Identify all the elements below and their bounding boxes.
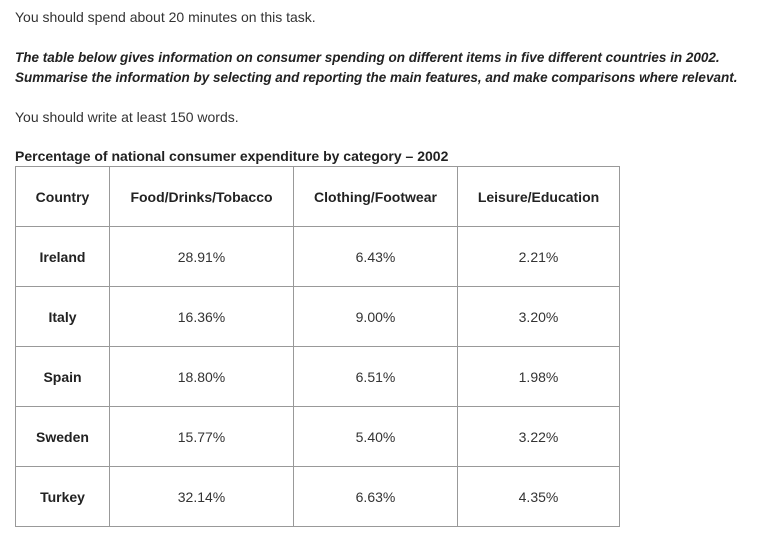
header-clothing-footwear: Clothing/Footwear — [293, 166, 458, 227]
table-row: Turkey 32.14% 6.63% 4.35% — [15, 466, 620, 527]
clothing-cell: 6.63% — [293, 466, 458, 527]
table-header-row: Country Food/Drinks/Tobacco Clothing/Foo… — [15, 166, 620, 227]
leisure-cell: 1.98% — [457, 346, 620, 407]
leisure-cell: 3.20% — [457, 286, 620, 347]
food-cell: 15.77% — [109, 406, 294, 467]
table-row: Sweden 15.77% 5.40% 3.22% — [15, 406, 620, 467]
time-instruction: You should spend about 20 minutes on thi… — [15, 9, 316, 25]
leisure-cell: 2.21% — [457, 226, 620, 287]
task-instruction-line-1: The table below gives information on con… — [15, 50, 720, 65]
leisure-cell: 4.35% — [457, 466, 620, 527]
country-cell: Spain — [15, 346, 110, 407]
food-cell: 28.91% — [109, 226, 294, 287]
food-cell: 18.80% — [109, 346, 294, 407]
food-cell: 16.36% — [109, 286, 294, 347]
clothing-cell: 6.51% — [293, 346, 458, 407]
country-cell: Sweden — [15, 406, 110, 467]
header-leisure-education: Leisure/Education — [457, 166, 620, 227]
country-cell: Italy — [15, 286, 110, 347]
clothing-cell: 6.43% — [293, 226, 458, 287]
table-row: Italy 16.36% 9.00% 3.20% — [15, 286, 620, 347]
country-cell: Turkey — [15, 466, 110, 527]
clothing-cell: 5.40% — [293, 406, 458, 467]
header-food-drinks-tobacco: Food/Drinks/Tobacco — [109, 166, 294, 227]
table-row: Spain 18.80% 6.51% 1.98% — [15, 346, 620, 407]
table-title: Percentage of national consumer expendit… — [15, 148, 449, 164]
word-count-instruction: You should write at least 150 words. — [15, 109, 239, 125]
clothing-cell: 9.00% — [293, 286, 458, 347]
country-cell: Ireland — [15, 226, 110, 287]
expenditure-table: Country Food/Drinks/Tobacco Clothing/Foo… — [15, 166, 620, 527]
header-country: Country — [15, 166, 110, 227]
food-cell: 32.14% — [109, 466, 294, 527]
task-instruction-line-2: Summarise the information by selecting a… — [15, 70, 738, 85]
leisure-cell: 3.22% — [457, 406, 620, 467]
table-row: Ireland 28.91% 6.43% 2.21% — [15, 226, 620, 287]
